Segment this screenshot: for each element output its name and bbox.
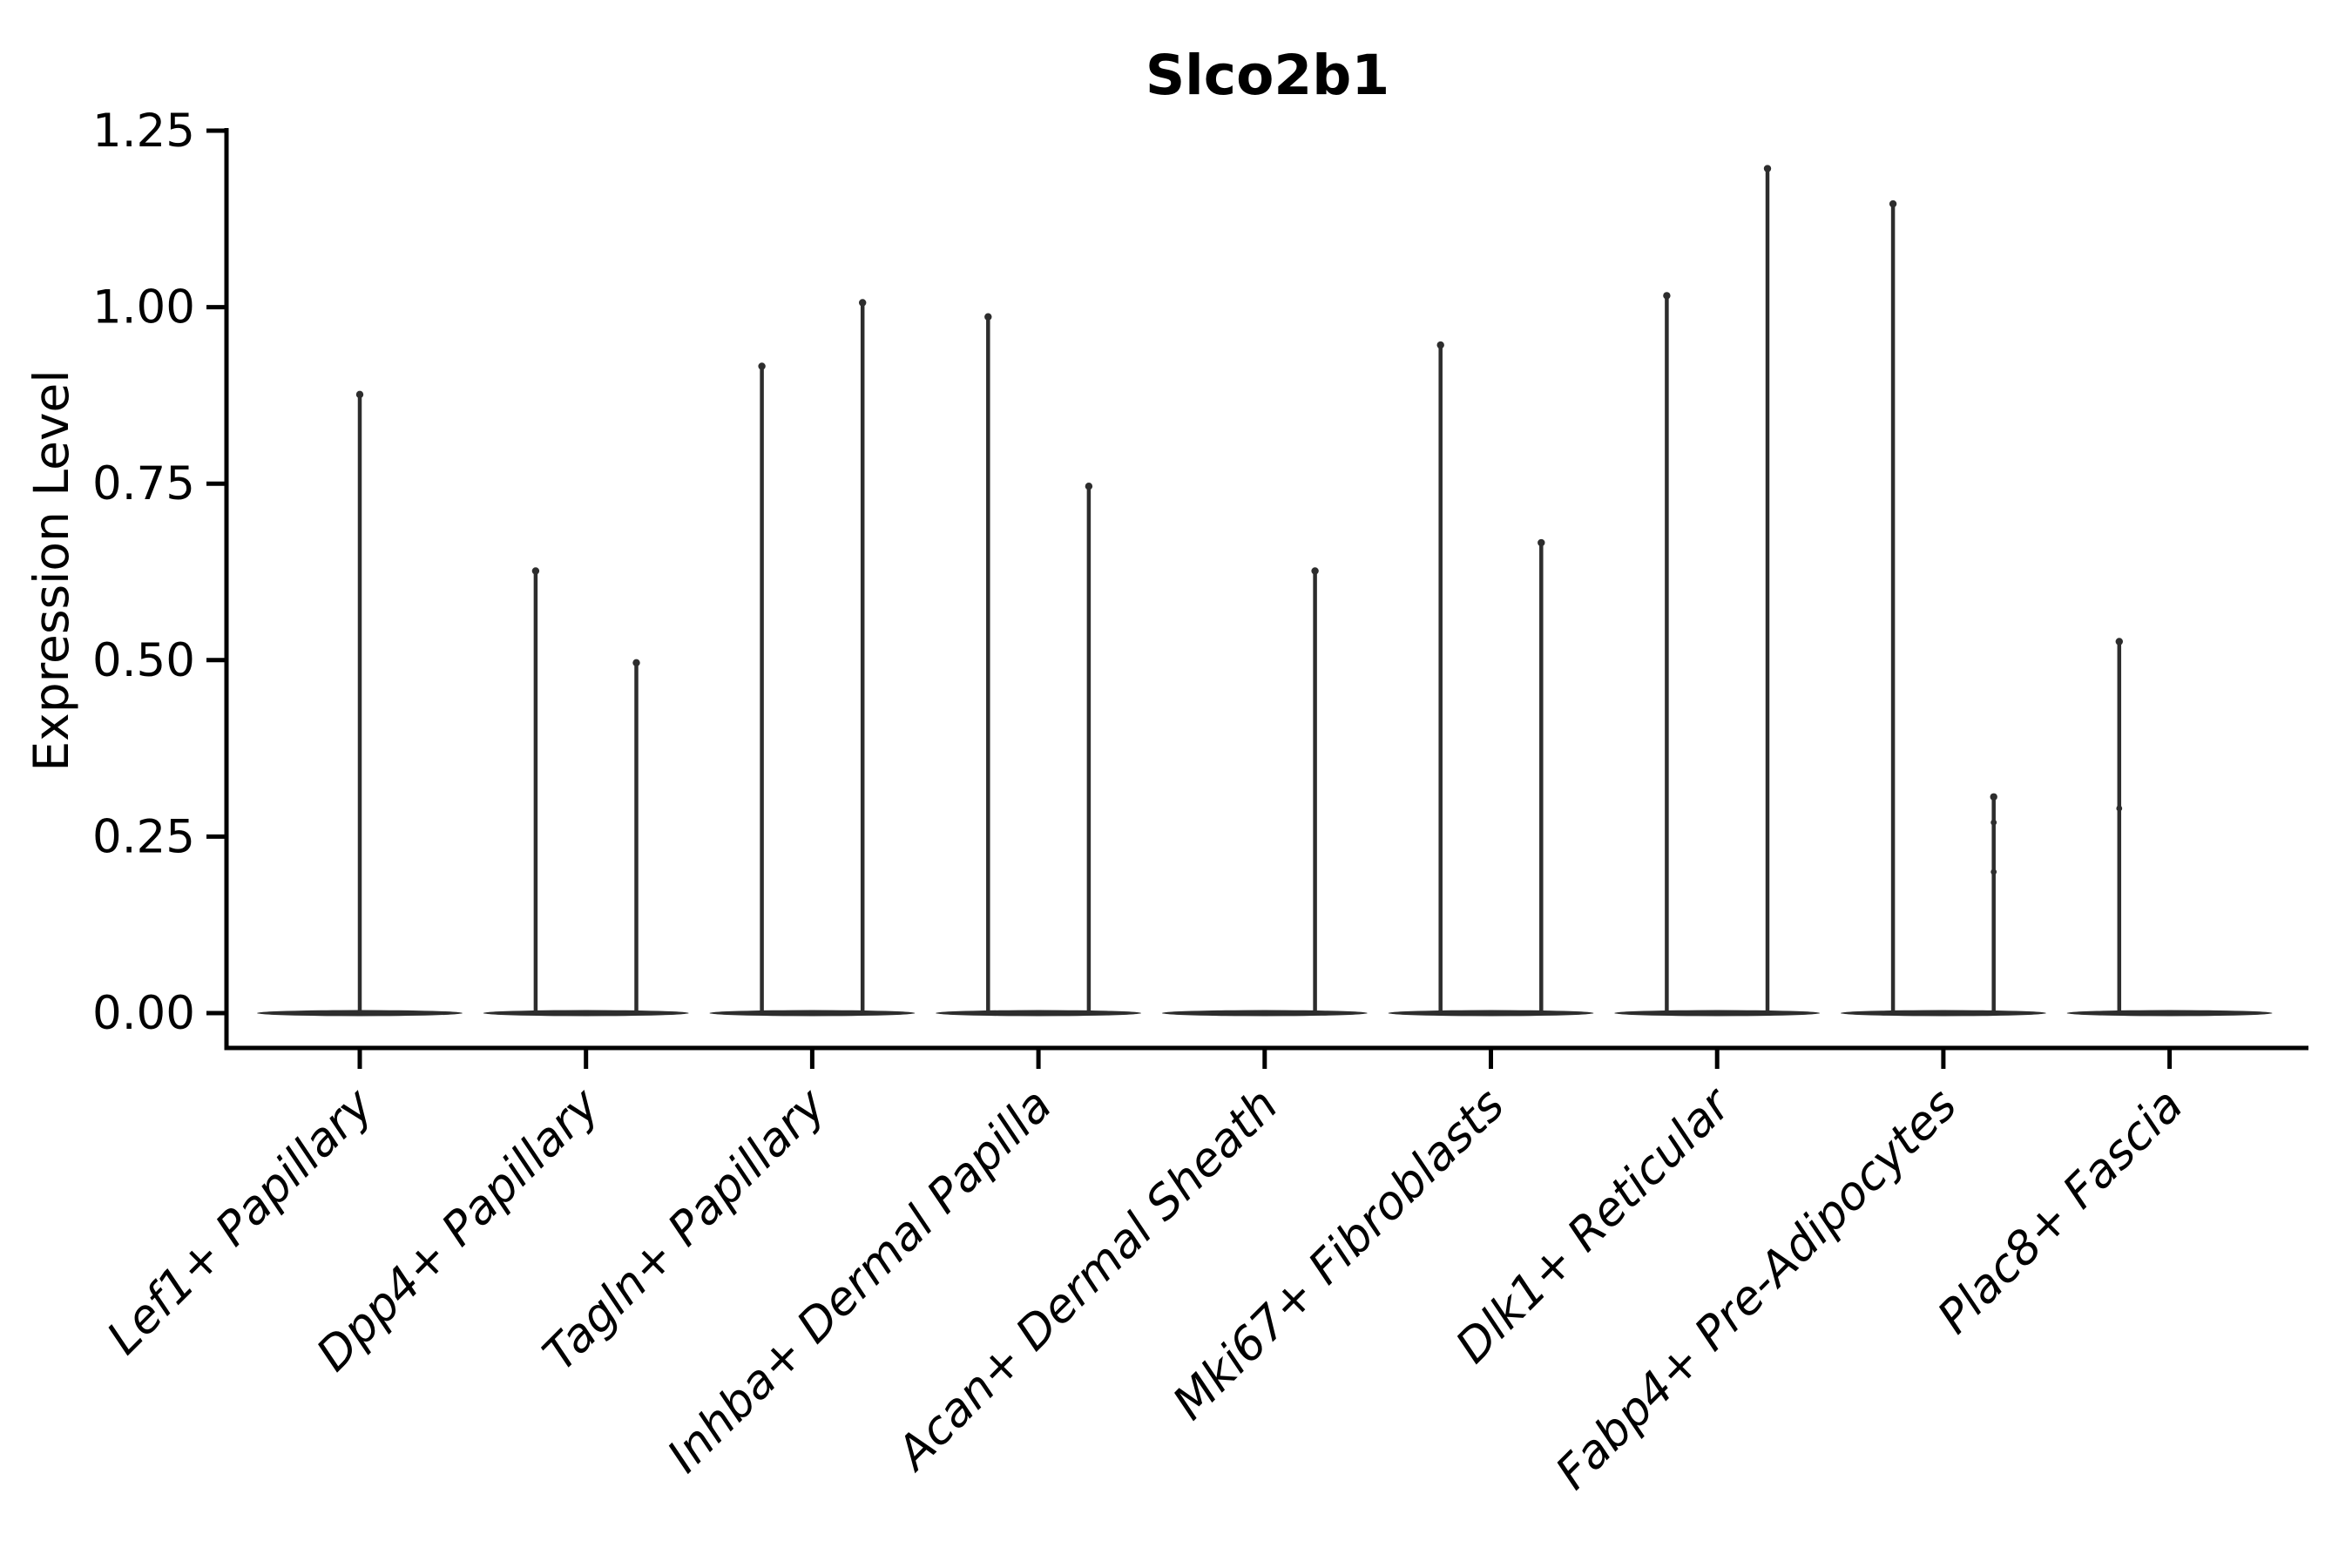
y-tick-label: 0.25 [92, 810, 195, 863]
violin-layer [257, 165, 2273, 1017]
spike-cap [859, 299, 867, 307]
y-tick-label: 0.75 [92, 457, 195, 510]
spike-cap [355, 390, 364, 399]
violin-base [483, 1010, 689, 1017]
spike-cap [1990, 793, 1997, 801]
spike-cap [632, 659, 640, 666]
violin-base [1840, 1010, 2046, 1017]
spike-cap [758, 362, 766, 370]
density-bump [1990, 868, 1997, 875]
violin-base [709, 1010, 916, 1017]
violin-base [1614, 1010, 1821, 1017]
y-tick-label: 1.00 [92, 281, 195, 335]
spike-cap [1436, 341, 1444, 349]
density-bump [2116, 805, 2123, 812]
spike-cap [1085, 483, 1093, 490]
spike-cap [1311, 567, 1319, 575]
spike-cap [984, 313, 992, 321]
violin-base [2066, 1010, 2273, 1017]
violin-base [936, 1010, 1142, 1017]
plot-title: Slco2b1 [1146, 44, 1389, 107]
density-bump [1990, 819, 1997, 826]
violin-base [1388, 1010, 1594, 1017]
spike-cap [1763, 165, 1772, 172]
spike-cap [1889, 199, 1897, 208]
violin-base [1161, 1010, 1368, 1017]
spike-cap [531, 567, 540, 575]
y-tick-label: 1.25 [92, 105, 195, 158]
spike-cap [2115, 638, 2123, 645]
y-axis-label: Expression Level [24, 369, 79, 771]
axes-layer [206, 128, 2308, 1069]
spike-cap [1663, 292, 1671, 300]
y-tick-label: 0.00 [92, 987, 195, 1040]
spike-cap [1538, 538, 1545, 547]
y-tick-label: 0.50 [92, 634, 195, 687]
